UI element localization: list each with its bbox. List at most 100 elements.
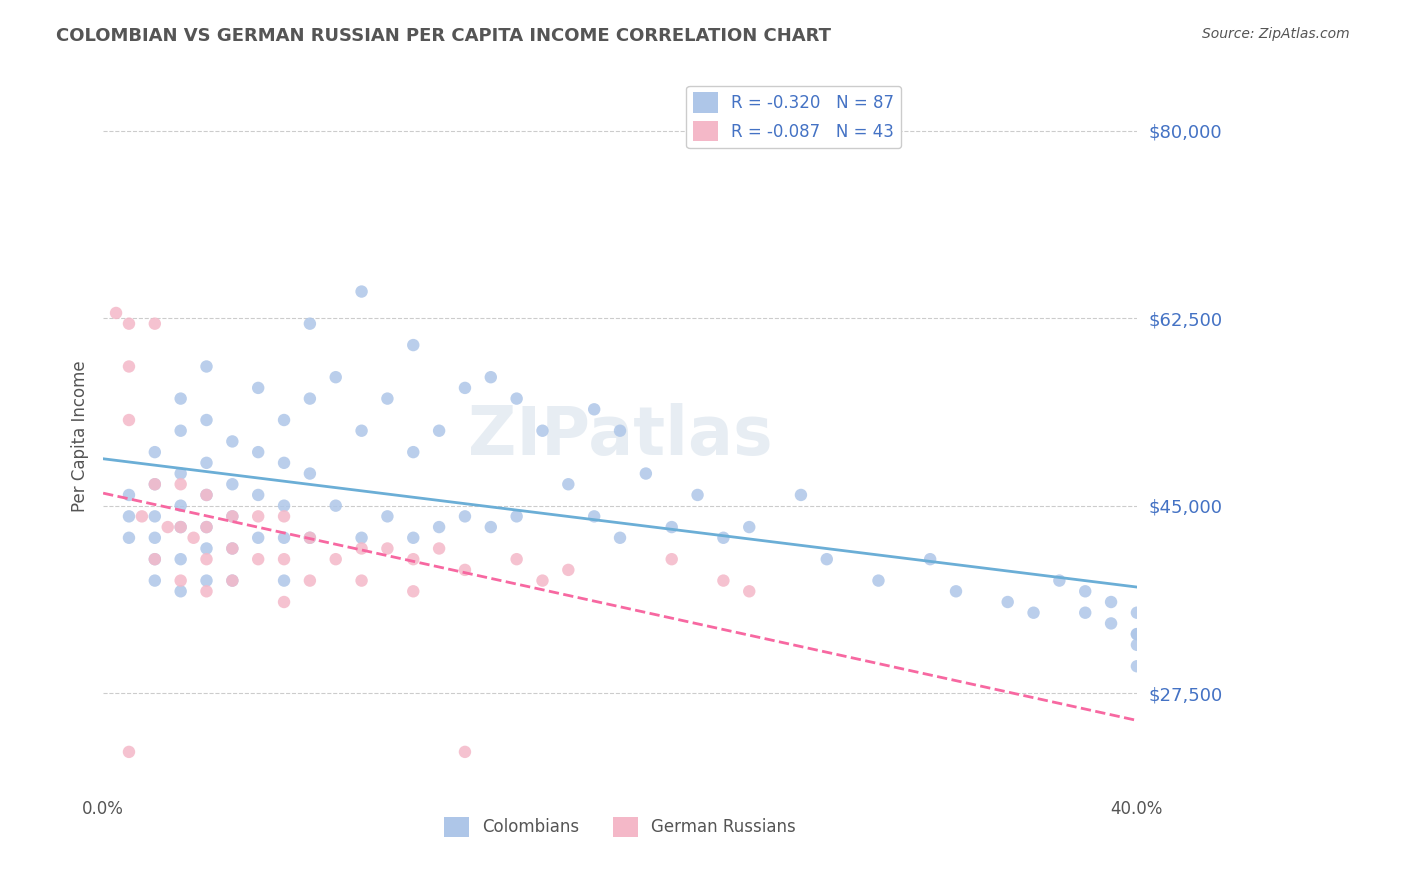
Point — [557, 477, 579, 491]
Point — [273, 552, 295, 566]
Point — [1126, 638, 1149, 652]
Point — [195, 541, 218, 556]
Point — [143, 552, 166, 566]
Point — [583, 509, 606, 524]
Point — [169, 520, 191, 534]
Point — [1047, 574, 1070, 588]
Point — [1099, 595, 1122, 609]
Point — [661, 520, 683, 534]
Point — [273, 413, 295, 427]
Point — [298, 467, 321, 481]
Point — [868, 574, 890, 588]
Point — [1099, 616, 1122, 631]
Point — [273, 574, 295, 588]
Point — [557, 563, 579, 577]
Point — [454, 381, 477, 395]
Point — [195, 456, 218, 470]
Point — [1126, 606, 1149, 620]
Point — [402, 584, 425, 599]
Point — [1022, 606, 1045, 620]
Point — [427, 541, 450, 556]
Point — [195, 413, 218, 427]
Point — [479, 520, 502, 534]
Point — [143, 477, 166, 491]
Point — [997, 595, 1019, 609]
Point — [427, 520, 450, 534]
Point — [118, 488, 141, 502]
Point — [143, 477, 166, 491]
Point — [377, 541, 399, 556]
Point — [221, 574, 243, 588]
Legend: Colombians, German Russians: Colombians, German Russians — [437, 810, 803, 844]
Point — [195, 520, 218, 534]
Point — [221, 434, 243, 449]
Point — [298, 574, 321, 588]
Point — [920, 552, 942, 566]
Point — [583, 402, 606, 417]
Point — [169, 574, 191, 588]
Y-axis label: Per Capita Income: Per Capita Income — [72, 360, 89, 512]
Point — [169, 520, 191, 534]
Point — [505, 509, 527, 524]
Point — [273, 531, 295, 545]
Point — [221, 509, 243, 524]
Point — [247, 509, 270, 524]
Point — [350, 541, 373, 556]
Point — [247, 552, 270, 566]
Point — [298, 392, 321, 406]
Point — [221, 477, 243, 491]
Point — [325, 499, 347, 513]
Point — [738, 520, 761, 534]
Point — [118, 531, 141, 545]
Point — [105, 306, 128, 320]
Point — [738, 584, 761, 599]
Point — [402, 445, 425, 459]
Point — [661, 552, 683, 566]
Point — [195, 488, 218, 502]
Point — [169, 424, 191, 438]
Point — [156, 520, 179, 534]
Point — [402, 338, 425, 352]
Point — [634, 467, 657, 481]
Point — [377, 392, 399, 406]
Point — [945, 584, 967, 599]
Point — [195, 520, 218, 534]
Point — [143, 552, 166, 566]
Point — [169, 467, 191, 481]
Point — [143, 531, 166, 545]
Point — [298, 317, 321, 331]
Point — [1126, 659, 1149, 673]
Point — [118, 413, 141, 427]
Point — [195, 488, 218, 502]
Point — [183, 531, 205, 545]
Point — [686, 488, 709, 502]
Point — [247, 488, 270, 502]
Point — [247, 381, 270, 395]
Point — [273, 499, 295, 513]
Point — [195, 552, 218, 566]
Point — [815, 552, 838, 566]
Point — [713, 531, 735, 545]
Point — [298, 531, 321, 545]
Point — [1126, 627, 1149, 641]
Point — [1074, 584, 1097, 599]
Point — [273, 509, 295, 524]
Point — [143, 317, 166, 331]
Point — [531, 424, 554, 438]
Point — [713, 574, 735, 588]
Point — [402, 552, 425, 566]
Point — [247, 445, 270, 459]
Point — [131, 509, 153, 524]
Point — [402, 531, 425, 545]
Point — [325, 370, 347, 384]
Point — [195, 574, 218, 588]
Point — [790, 488, 813, 502]
Point — [221, 574, 243, 588]
Point — [609, 531, 631, 545]
Point — [505, 392, 527, 406]
Point — [454, 509, 477, 524]
Point — [1074, 606, 1097, 620]
Point — [169, 552, 191, 566]
Point — [505, 552, 527, 566]
Point — [454, 745, 477, 759]
